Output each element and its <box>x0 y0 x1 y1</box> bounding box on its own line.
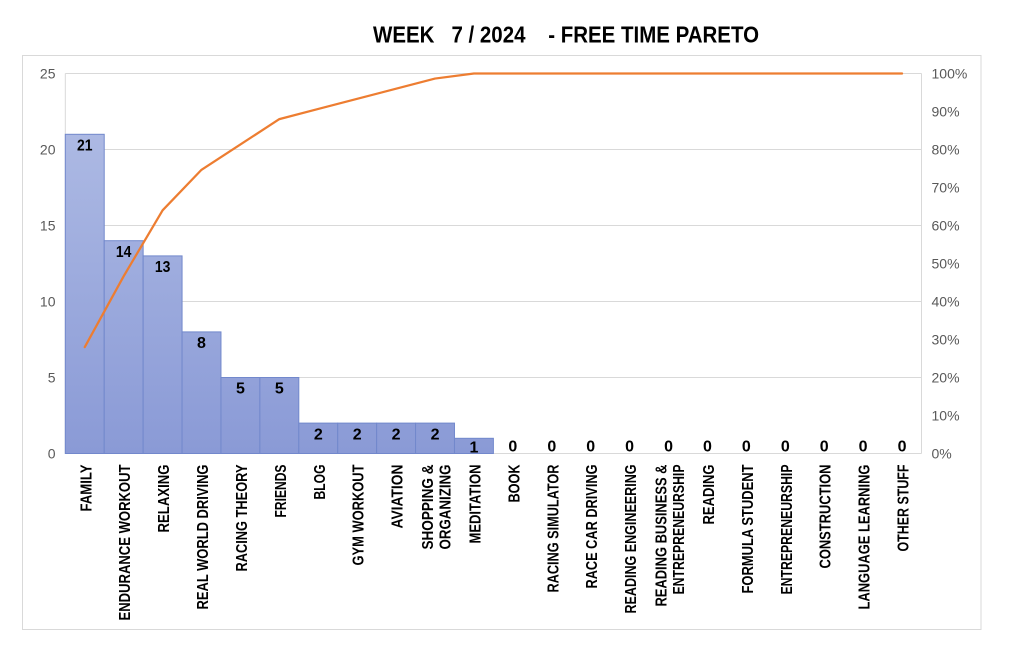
svg-text:0: 0 <box>48 446 56 462</box>
svg-text:0: 0 <box>664 439 673 456</box>
svg-text:0: 0 <box>625 439 634 456</box>
svg-text:0: 0 <box>508 439 517 456</box>
svg-text:100%: 100% <box>932 66 968 82</box>
svg-text:5: 5 <box>275 381 284 398</box>
svg-text:5: 5 <box>236 381 245 398</box>
svg-text:1: 1 <box>469 440 478 457</box>
svg-text:READING: READING <box>701 465 718 525</box>
svg-text:2: 2 <box>353 426 362 443</box>
svg-text:8: 8 <box>197 335 206 352</box>
svg-text:RACE CAR DRIVING: RACE CAR DRIVING <box>584 465 601 589</box>
svg-text:OTHER STUFF: OTHER STUFF <box>896 464 913 551</box>
svg-text:BOOK: BOOK <box>506 464 523 502</box>
svg-text:RACING THEORY: RACING THEORY <box>234 464 251 571</box>
svg-text:WEEK 7 / 2024 - FREE TIME: WEEK 7 / 2024 - FREE TIME PARETO <box>373 22 759 48</box>
svg-text:READING ENGINEERING: READING ENGINEERING <box>623 465 640 614</box>
svg-text:15: 15 <box>40 218 56 234</box>
svg-text:2: 2 <box>392 426 401 443</box>
svg-text:10%: 10% <box>932 408 960 424</box>
svg-text:14: 14 <box>116 244 132 261</box>
svg-text:CONSTRUCTION: CONSTRUCTION <box>818 465 835 569</box>
svg-text:0: 0 <box>586 439 595 456</box>
svg-text:0: 0 <box>820 439 829 456</box>
svg-text:FAMILY: FAMILY <box>78 464 95 511</box>
svg-text:0: 0 <box>898 439 907 456</box>
svg-text:FRIENDS: FRIENDS <box>273 464 290 517</box>
svg-text:FORMULA STUDENT: FORMULA STUDENT <box>740 464 757 593</box>
svg-text:LANGUAGE LEARNING: LANGUAGE LEARNING <box>857 465 874 610</box>
svg-text:REAL WORLD DRIVING: REAL WORLD DRIVING <box>195 465 212 610</box>
svg-text:0: 0 <box>859 439 868 456</box>
svg-text:80%: 80% <box>932 142 960 158</box>
svg-text:GYM WORKOUT: GYM WORKOUT <box>351 464 368 565</box>
svg-text:0: 0 <box>703 439 712 456</box>
svg-text:20: 20 <box>40 142 56 158</box>
svg-text:ENDURANCE WORKOUT: ENDURANCE WORKOUT <box>117 464 134 620</box>
svg-text:2: 2 <box>431 426 440 443</box>
svg-text:30%: 30% <box>932 332 960 348</box>
svg-text:60%: 60% <box>932 218 960 234</box>
svg-text:5: 5 <box>48 370 56 386</box>
svg-text:20%: 20% <box>932 370 960 386</box>
svg-text:RACING SIMULATOR: RACING SIMULATOR <box>545 464 562 592</box>
svg-text:MEDITATION: MEDITATION <box>467 465 484 544</box>
svg-text:40%: 40% <box>932 294 960 310</box>
svg-text:25: 25 <box>40 66 56 82</box>
svg-text:0: 0 <box>781 439 790 456</box>
svg-text:RELAXING: RELAXING <box>156 465 173 533</box>
svg-text:0%: 0% <box>932 446 952 462</box>
svg-text:ORGANIZING: ORGANIZING <box>438 465 455 550</box>
svg-text:70%: 70% <box>932 180 960 196</box>
svg-text:ENTREPRENEURSHIP: ENTREPRENEURSHIP <box>671 464 688 594</box>
svg-text:AVIATION: AVIATION <box>390 465 407 529</box>
svg-text:13: 13 <box>155 259 171 276</box>
svg-text:2: 2 <box>314 426 323 443</box>
svg-text:50%: 50% <box>932 256 960 272</box>
svg-text:0: 0 <box>547 439 556 456</box>
svg-text:ENTREPRENEURSHIP: ENTREPRENEURSHIP <box>779 464 796 594</box>
svg-text:0: 0 <box>742 439 751 456</box>
svg-text:READING BUSINESS &: READING BUSINESS & <box>654 464 671 606</box>
svg-text:21: 21 <box>77 138 93 155</box>
svg-text:SHOPPING &: SHOPPING & <box>420 464 437 549</box>
svg-text:10: 10 <box>40 294 56 310</box>
svg-text:90%: 90% <box>932 104 960 120</box>
svg-text:BLOG: BLOG <box>312 465 329 500</box>
